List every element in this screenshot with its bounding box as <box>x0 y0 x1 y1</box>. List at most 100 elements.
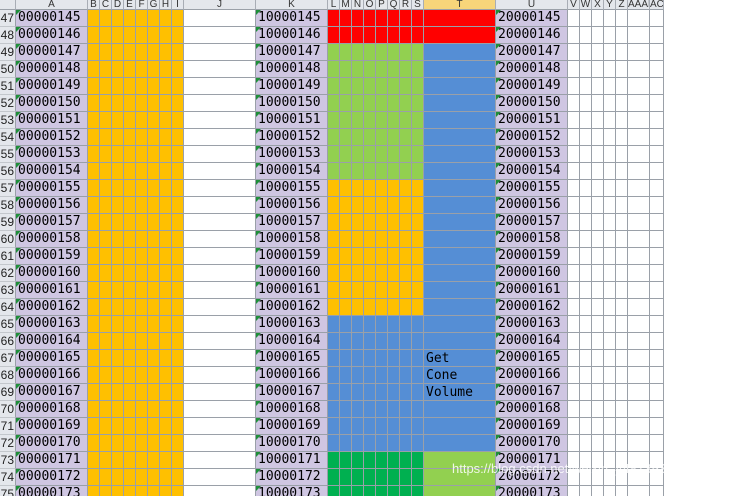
grid-cell[interactable] <box>616 10 628 27</box>
grid-cell[interactable] <box>424 112 496 129</box>
grid-cell[interactable] <box>364 44 376 61</box>
grid-cell[interactable] <box>148 44 160 61</box>
grid-cell[interactable] <box>650 231 664 248</box>
grid-cell[interactable] <box>604 61 616 78</box>
grid-cell[interactable] <box>340 61 352 78</box>
grid-cell[interactable] <box>604 299 616 316</box>
grid-cell[interactable] <box>604 452 616 469</box>
grid-cell[interactable] <box>112 61 124 78</box>
grid-cell[interactable] <box>136 401 148 418</box>
grid-cell[interactable] <box>88 265 100 282</box>
grid-cell[interactable] <box>136 265 148 282</box>
grid-cell[interactable] <box>650 469 664 486</box>
column-header-m[interactable]: M <box>340 0 352 10</box>
grid-cell[interactable] <box>112 95 124 112</box>
row-header-50[interactable]: 50 <box>0 61 16 78</box>
grid-cell[interactable] <box>616 44 628 61</box>
cell-a[interactable]: 00000155 <box>16 180 88 197</box>
grid-cell[interactable] <box>604 350 616 367</box>
grid-cell[interactable] <box>424 418 496 435</box>
grid-cell[interactable] <box>172 180 184 197</box>
grid-cell[interactable] <box>184 350 256 367</box>
cell-k[interactable]: 10000164 <box>256 333 328 350</box>
grid-cell[interactable] <box>136 95 148 112</box>
grid-cell[interactable] <box>412 146 424 163</box>
grid-cell[interactable] <box>124 180 136 197</box>
grid-cell[interactable] <box>388 231 400 248</box>
grid-cell[interactable] <box>148 10 160 27</box>
cell-u[interactable]: 20000151 <box>496 112 568 129</box>
grid-cell[interactable] <box>136 350 148 367</box>
grid-cell[interactable] <box>100 10 112 27</box>
grid-cell[interactable] <box>352 367 364 384</box>
grid-cell[interactable] <box>124 350 136 367</box>
grid-cell[interactable] <box>340 384 352 401</box>
grid-cell[interactable] <box>124 384 136 401</box>
grid-cell[interactable] <box>160 163 172 180</box>
grid-cell[interactable] <box>604 231 616 248</box>
grid-cell[interactable] <box>184 248 256 265</box>
cell-a[interactable]: 00000152 <box>16 129 88 146</box>
grid-cell[interactable] <box>604 265 616 282</box>
grid-cell[interactable] <box>148 265 160 282</box>
grid-cell[interactable] <box>400 61 412 78</box>
grid-cell[interactable] <box>340 316 352 333</box>
grid-cell[interactable] <box>388 299 400 316</box>
grid-cell[interactable] <box>100 401 112 418</box>
grid-cell[interactable] <box>340 163 352 180</box>
grid-cell[interactable] <box>364 112 376 129</box>
grid-cell[interactable] <box>148 384 160 401</box>
grid-cell[interactable] <box>364 452 376 469</box>
grid-cell[interactable] <box>112 197 124 214</box>
grid-cell[interactable] <box>400 367 412 384</box>
cell-k[interactable]: 10000165 <box>256 350 328 367</box>
cell-u[interactable]: 20000160 <box>496 265 568 282</box>
grid-cell[interactable] <box>400 248 412 265</box>
grid-cell[interactable] <box>592 333 604 350</box>
grid-cell[interactable] <box>400 10 412 27</box>
grid-cell[interactable] <box>592 44 604 61</box>
grid-cell[interactable] <box>604 180 616 197</box>
grid-cell[interactable] <box>424 180 496 197</box>
grid-cell[interactable] <box>124 282 136 299</box>
grid-cell[interactable] <box>124 61 136 78</box>
grid-cell[interactable] <box>172 418 184 435</box>
grid-cell[interactable] <box>364 469 376 486</box>
grid-cell[interactable] <box>100 27 112 44</box>
grid-cell[interactable] <box>412 350 424 367</box>
grid-cell[interactable] <box>412 486 424 496</box>
grid-cell[interactable] <box>388 163 400 180</box>
grid-cell[interactable] <box>160 367 172 384</box>
grid-cell[interactable] <box>172 78 184 95</box>
cell-k[interactable]: 10000159 <box>256 248 328 265</box>
grid-cell[interactable] <box>388 214 400 231</box>
row-header-73[interactable]: 73 <box>0 452 16 469</box>
grid-cell[interactable] <box>650 27 664 44</box>
cell-a[interactable]: 00000173 <box>16 486 88 496</box>
grid-cell[interactable] <box>592 214 604 231</box>
grid-cell[interactable] <box>592 61 604 78</box>
grid-cell[interactable] <box>148 333 160 350</box>
grid-cell[interactable] <box>160 129 172 146</box>
grid-cell[interactable] <box>172 197 184 214</box>
grid-cell[interactable] <box>616 78 628 95</box>
cell-a[interactable]: 00000146 <box>16 27 88 44</box>
column-header-v[interactable]: V <box>568 0 580 10</box>
grid-cell[interactable] <box>352 27 364 44</box>
grid-cell[interactable] <box>388 197 400 214</box>
grid-cell[interactable] <box>592 180 604 197</box>
grid-cell[interactable] <box>412 112 424 129</box>
grid-cell[interactable] <box>340 333 352 350</box>
cell-u[interactable]: 20000149 <box>496 78 568 95</box>
grid-cell[interactable] <box>364 197 376 214</box>
grid-cell[interactable] <box>100 265 112 282</box>
grid-cell[interactable] <box>580 27 592 44</box>
column-header-aaab[interactable]: AAAB <box>628 0 650 10</box>
grid-cell[interactable] <box>184 418 256 435</box>
grid-cell[interactable] <box>364 146 376 163</box>
grid-cell[interactable] <box>112 350 124 367</box>
cell-a[interactable]: 00000160 <box>16 265 88 282</box>
cell-k[interactable]: 10000149 <box>256 78 328 95</box>
grid-cell[interactable] <box>88 316 100 333</box>
grid-cell[interactable] <box>88 435 100 452</box>
